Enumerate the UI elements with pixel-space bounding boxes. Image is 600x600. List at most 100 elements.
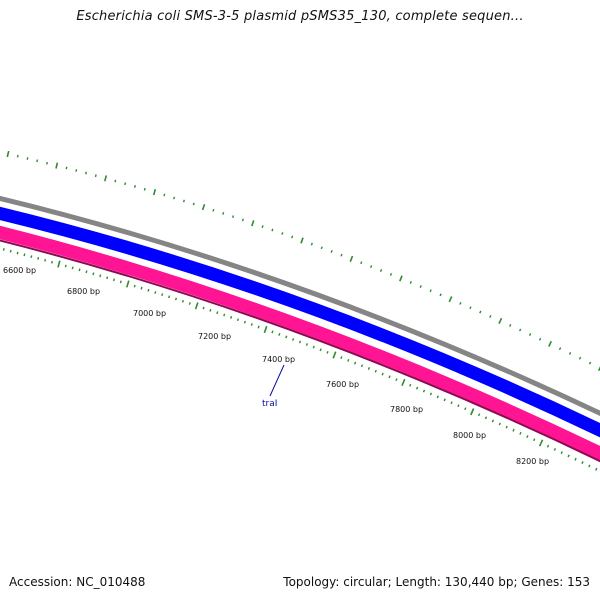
reverse-strand-band [0, 225, 600, 461]
outer-tick-42 [419, 285, 422, 288]
outer-tick-59 [588, 361, 592, 365]
inner-tick-47 [312, 345, 315, 349]
inner-tick-4 [16, 251, 19, 255]
outer-tick-5 [55, 162, 59, 169]
tick-label-7000: 7000 bp [133, 309, 166, 318]
inner-tick-2 [2, 248, 5, 251]
outer-tick-45 [448, 296, 453, 303]
outer-tick-48 [479, 310, 482, 314]
outer-tick-56 [558, 347, 562, 351]
inner-tick-20 [126, 280, 130, 288]
inner-tick-38 [250, 323, 253, 326]
tick-label-8200: 8200 bp [516, 457, 549, 466]
inner-tick-54 [360, 364, 364, 368]
inner-tick-22 [140, 286, 143, 290]
outer-tick-29 [291, 235, 294, 239]
inner-tick-51 [340, 356, 343, 360]
inner-tick-19 [119, 280, 122, 284]
inner-tick-55 [367, 367, 371, 370]
tick-label-7600: 7600 bp [326, 380, 359, 389]
outer-tick-18 [182, 199, 185, 203]
inner-tick-40 [263, 325, 268, 334]
inner-tick-8 [44, 258, 47, 262]
inner-tick-59 [395, 378, 398, 382]
inner-tick-83 [560, 451, 563, 455]
inner-tick-44 [292, 338, 295, 341]
outer-tick-1 [16, 154, 19, 158]
outer-tick-13 [133, 185, 136, 188]
inner-tick-7 [37, 257, 40, 260]
inner-tick-9 [51, 260, 53, 264]
inner-tick-49 [326, 350, 329, 354]
outer-tick-12 [124, 182, 127, 186]
outer-tick-31 [310, 242, 313, 246]
inner-tick-15 [92, 272, 95, 276]
inner-tick-46 [305, 343, 308, 346]
inner-tick-16 [99, 274, 102, 278]
outer-tick-60 [597, 366, 600, 372]
inner-tick-58 [388, 375, 391, 379]
outer-tick-33 [330, 249, 333, 253]
outer-tick-20 [201, 204, 206, 211]
gene-label-traI[interactable]: traI [262, 399, 277, 409]
inner-tick-62 [415, 386, 419, 390]
inner-tick-72 [484, 416, 488, 420]
inner-tick-76 [512, 428, 515, 432]
inner-tick-52 [347, 358, 350, 362]
tick-label-6800: 6800 bp [67, 287, 100, 296]
inner-tick-65 [436, 395, 439, 399]
inner-tick-41 [271, 330, 274, 334]
inner-tick-56 [374, 369, 377, 373]
inner-tick-25 [161, 293, 164, 297]
inner-tick-66 [443, 398, 446, 402]
inner-tick-31 [202, 306, 205, 310]
inner-tick-35 [230, 315, 233, 319]
inner-tick-43 [285, 335, 288, 339]
accession-label: Accession: NC_010488 [9, 575, 146, 589]
inner-tick-48 [319, 348, 322, 352]
outer-tick-17 [173, 196, 176, 200]
inner-tick-78 [526, 435, 529, 439]
outer-tick-10 [104, 175, 108, 182]
outer-tick-35 [349, 255, 354, 262]
inner-tick-71 [477, 413, 481, 417]
inner-tick-74 [498, 422, 501, 426]
inner-tick-marks [2, 248, 598, 471]
inner-tick-6 [30, 255, 33, 258]
tick-label-7800: 7800 bp [390, 405, 423, 414]
inner-tick-61 [409, 383, 412, 387]
inner-tick-23 [147, 288, 150, 292]
inner-tick-85 [574, 457, 577, 461]
outer-tick-46 [459, 302, 462, 305]
inner-tick-21 [133, 284, 136, 288]
outer-tick-marks [6, 150, 600, 372]
inner-tick-87 [588, 464, 591, 468]
outer-tick-30 [300, 237, 304, 244]
outer-tick-4 [46, 161, 48, 165]
outer-tick-22 [222, 211, 225, 215]
outer-tick-24 [241, 218, 244, 222]
outer-tick-27 [271, 228, 274, 232]
outer-tick-34 [340, 253, 343, 257]
inner-tick-36 [236, 318, 240, 322]
inner-tick-88 [595, 467, 598, 471]
inner-tick-50 [332, 351, 337, 359]
inner-tick-84 [567, 454, 570, 458]
outer-tick-57 [568, 351, 572, 355]
tick-label-7200: 7200 bp [198, 332, 231, 341]
inner-tick-73 [491, 419, 495, 423]
inner-tick-42 [278, 332, 281, 336]
outer-tick-15 [152, 188, 157, 196]
outer-tick-41 [409, 281, 412, 284]
inner-tick-39 [257, 325, 260, 329]
gene-label-pointer[interactable] [269, 364, 285, 397]
outer-tick-14 [143, 187, 146, 191]
outer-tick-53 [528, 333, 532, 336]
tick-label-7400: 7400 bp [262, 355, 295, 364]
inner-tick-30 [194, 302, 199, 310]
tick-label-6600: 6600 bp [3, 266, 36, 275]
inner-tick-37 [243, 320, 246, 324]
outer-tick-6 [65, 166, 68, 170]
inner-tick-3 [9, 249, 12, 253]
inner-tick-13 [78, 268, 81, 272]
